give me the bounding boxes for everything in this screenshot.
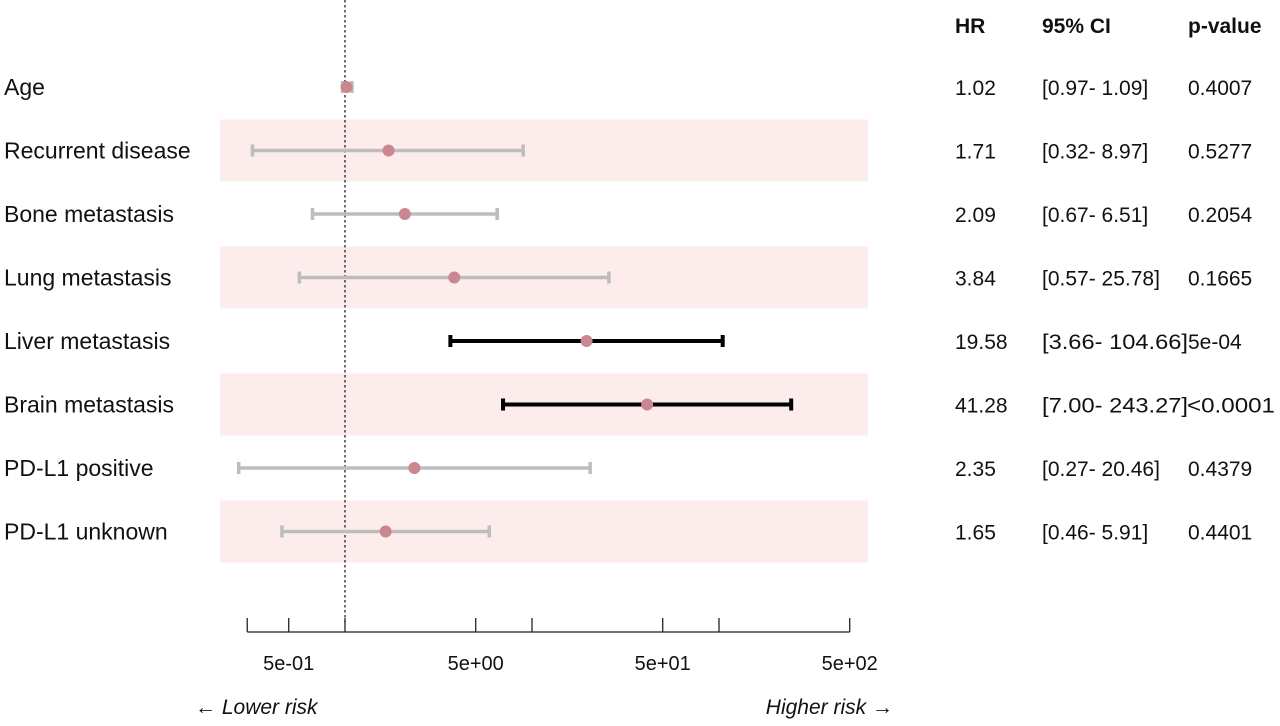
hr-point [641,398,654,411]
p-value: <0.0001 [1187,395,1275,418]
x-tick-label: 5e+01 [635,653,691,675]
hr-value: 1.65 [955,522,996,545]
x-axis: 5e-01 5e+00 5e+01 5e+02 [246,618,878,675]
hr-value: 19.58 [955,331,1008,354]
hr-point [580,335,593,347]
p-value: 5e-04 [1188,331,1242,354]
header-p-value: p-value [1188,15,1262,38]
point-group [340,81,654,538]
hr-value: 3.84 [955,268,996,291]
row-label: PD-L1 positive [4,455,154,481]
hr-value: 41.28 [955,395,1008,418]
hr-point [408,462,421,474]
row-label: PD-L1 unknown [4,519,168,545]
lower-risk-label: ← Lower risk [195,696,319,719]
row-label: Liver metastasis [4,328,170,354]
hr-value: 1.02 [955,77,996,100]
row-label: Brain metastasis [4,392,174,418]
higher-risk-label: Higher risk → [766,696,893,719]
p-value: 0.4007 [1188,77,1252,100]
hr-value: 1.71 [955,141,996,164]
p-value: 0.2054 [1188,204,1253,227]
hr-point [398,208,411,220]
ci-value: [3.66- 104.66] [1042,331,1188,354]
x-tick-label: 5e-01 [263,653,314,675]
hr-point [340,81,353,93]
ci-value: [0.27- 20.46] [1042,458,1160,481]
ci-value: [0.67- 6.51] [1042,204,1148,227]
p-value: 0.5277 [1188,141,1252,164]
x-tick-label: 5e+00 [448,653,504,675]
ci-value: [0.46- 5.91] [1042,522,1148,545]
ci-value: [0.32- 8.97] [1042,141,1148,164]
ci-value: [0.97- 1.09] [1042,77,1148,100]
hr-point [379,525,392,538]
header-hr: HR [955,15,985,38]
results-table: 1.02 [0.97- 1.09] 0.4007 1.71 [0.32- 8.97] 0.… [955,77,1275,545]
hr-value: 2.35 [955,458,996,481]
hr-point [448,271,461,284]
ci-value: [0.57- 25.78] [1042,268,1160,291]
p-value: 0.4379 [1188,458,1252,481]
header-ci: 95% CI [1042,15,1111,38]
hr-point [382,144,395,157]
row-label: Age [4,74,45,100]
hr-value: 2.09 [955,204,996,227]
ci-value: [7.00- 243.27] [1042,395,1188,418]
row-label: Bone metastasis [4,201,174,227]
p-value: 0.4401 [1188,522,1252,545]
x-tick-label: 5e+02 [822,653,878,675]
row-label-group: Age Recurrent disease Bone metastasis Lung … [4,74,191,545]
row-label: Lung metastasis [4,265,171,291]
p-value: 0.1665 [1188,268,1252,291]
row-label: Recurrent disease [4,138,191,164]
